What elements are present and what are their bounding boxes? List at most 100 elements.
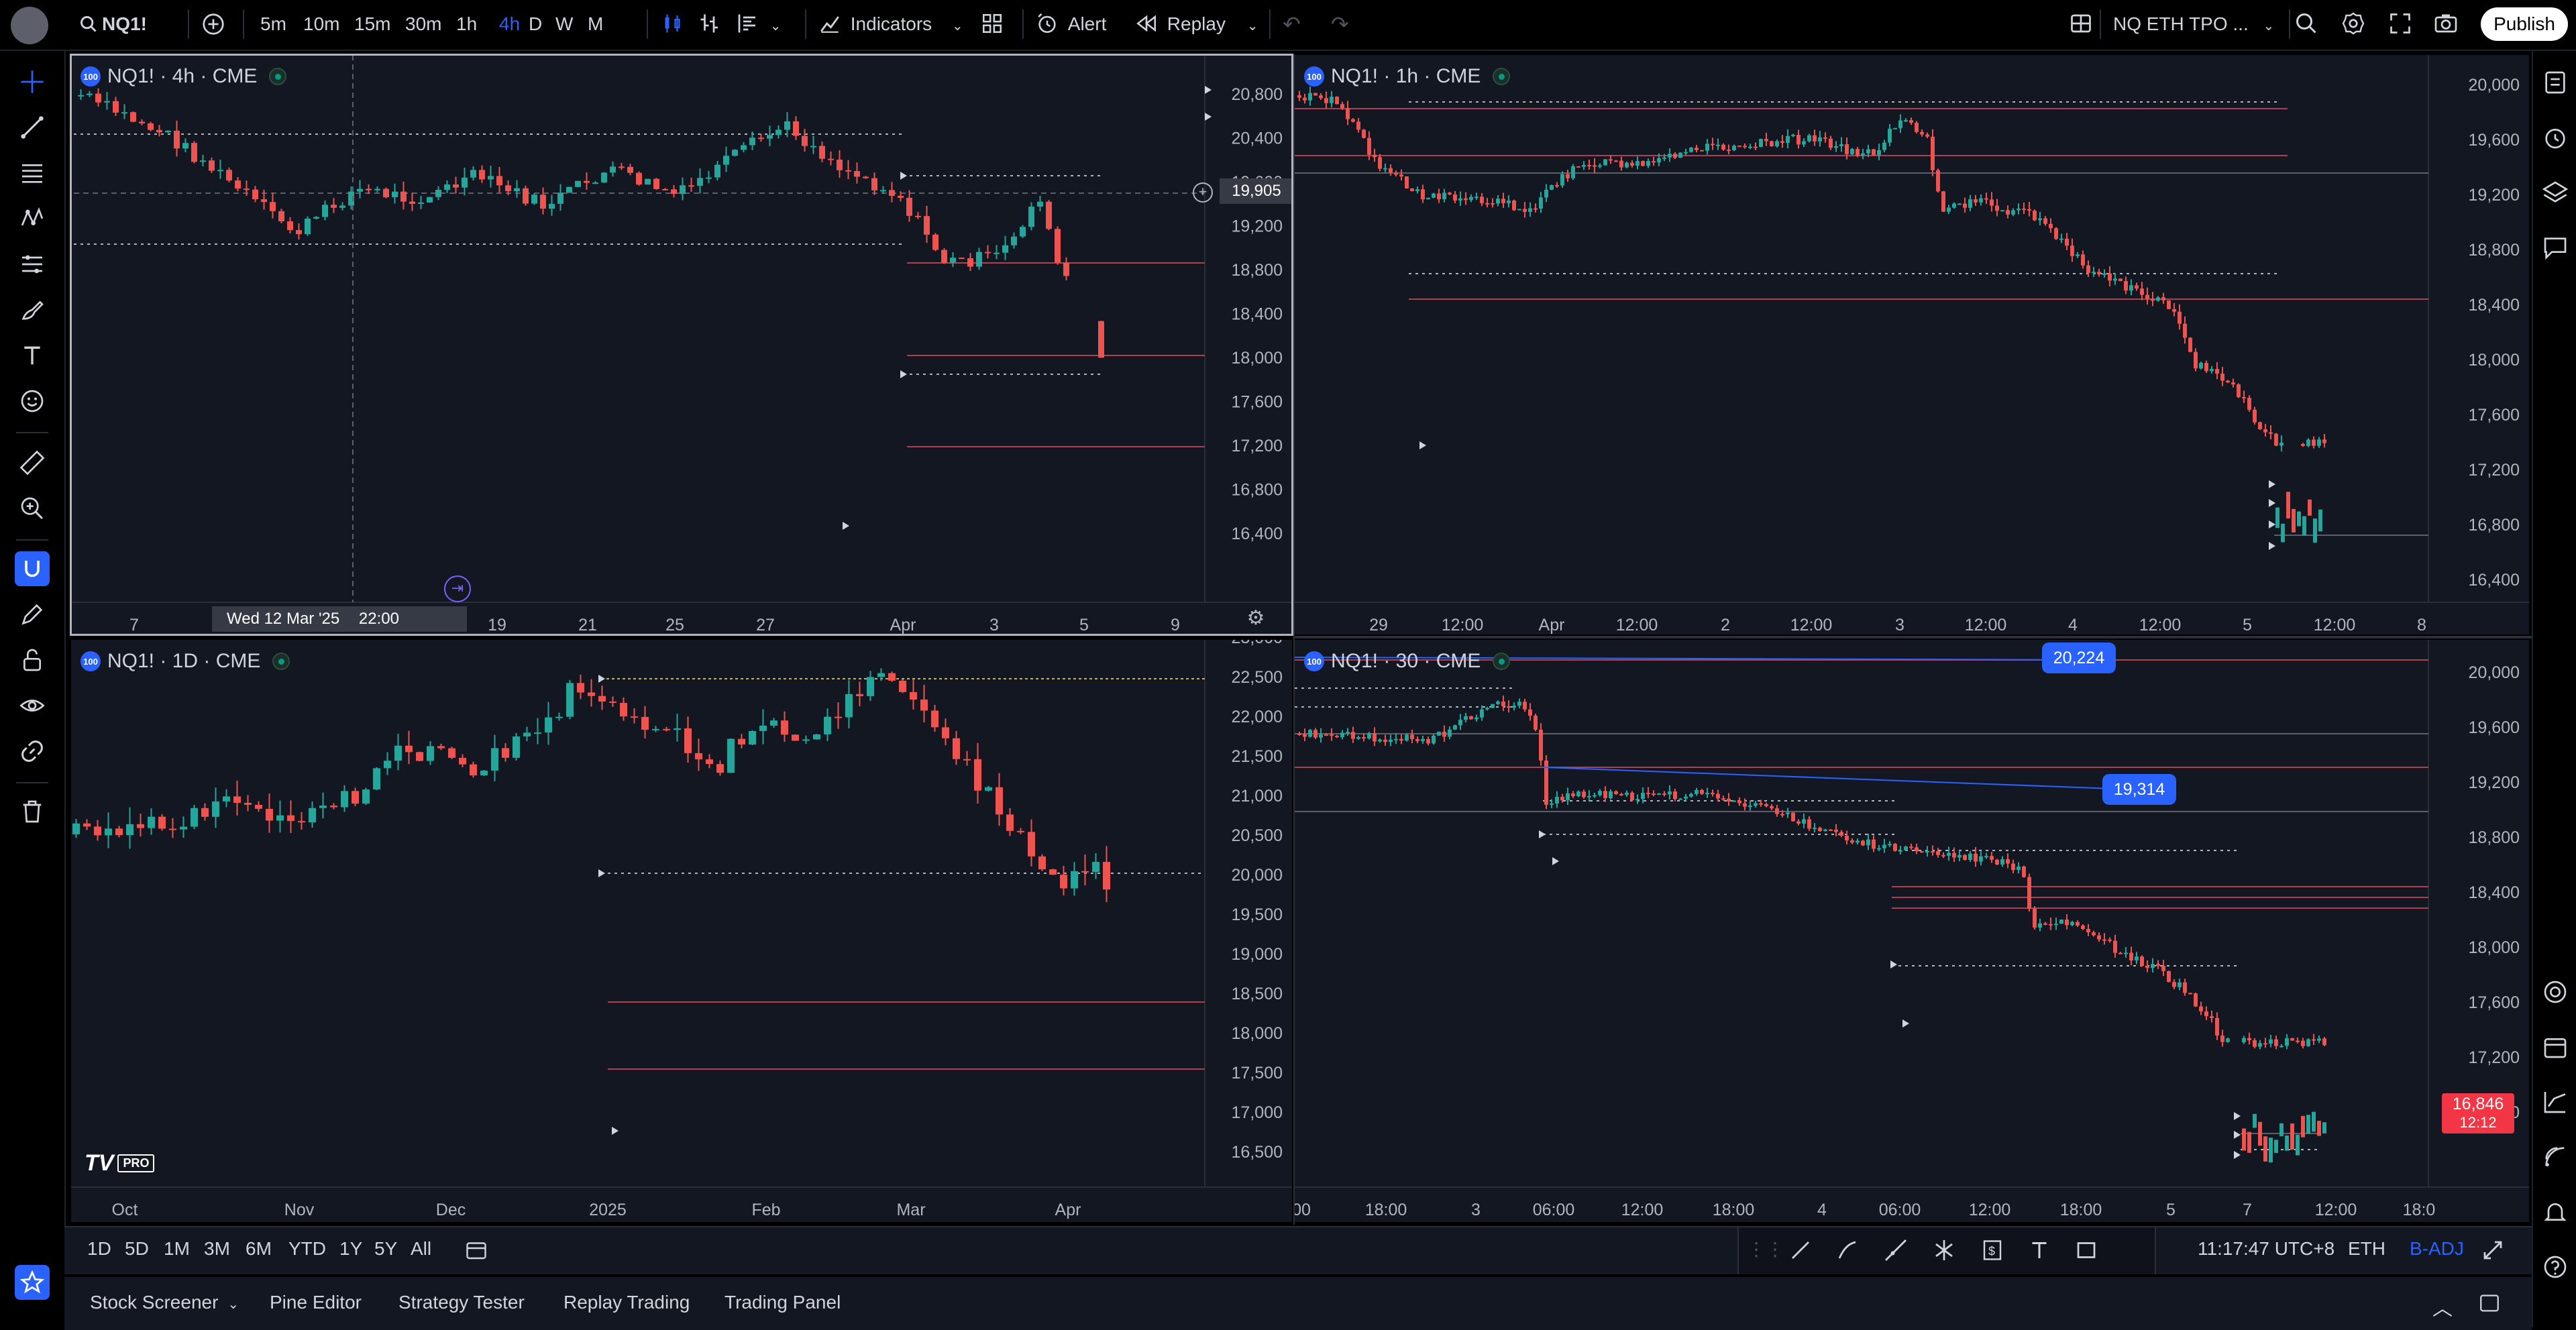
fullscreen-button[interactable]	[2388, 9, 2412, 39]
replay-button[interactable]: Replay ⌄	[1135, 9, 1258, 39]
link-drawings-button[interactable]	[15, 734, 50, 769]
chart-pane-30m[interactable]: 20,000 19,600 19,200 18,800 18,400 18,000 17,6…	[1295, 640, 2529, 1222]
timeframe-30m[interactable]: 30m	[405, 13, 442, 34]
lock-drawings-button[interactable]	[15, 643, 50, 677]
adjustment-toggle[interactable]: B-ADJ	[2410, 1238, 2464, 1259]
range-ytd[interactable]: YTD	[288, 1238, 326, 1259]
magnet-mode-button[interactable]	[15, 551, 50, 586]
price-chart-1d[interactable]: 23,000 22,500 22,000 21,500 21,000 20,500 20,0…	[71, 640, 1292, 1222]
timeframe-m[interactable]: M	[588, 13, 604, 34]
drawing-price-label[interactable]: 20,224	[2042, 643, 2116, 673]
quick-pitchfork[interactable]	[1932, 1238, 1956, 1267]
maximize-panel-button[interactable]	[2478, 1292, 2501, 1319]
remove-drawings-button[interactable]	[15, 794, 50, 829]
price-chart-1h[interactable]: 20,000 19,600 19,200 18,800 18,400 18,000 17,6…	[1295, 55, 2529, 634]
drawing-price-label[interactable]: 19,314	[2102, 774, 2176, 805]
quick-trend-line[interactable]	[1788, 1238, 1813, 1267]
user-avatar[interactable]	[11, 7, 48, 44]
templates-button[interactable]	[981, 9, 1004, 39]
timeframe-15m[interactable]: 15m	[354, 13, 391, 34]
ideas-button[interactable]	[2538, 1085, 2572, 1119]
settings-button[interactable]	[2341, 9, 2365, 39]
calendar-button[interactable]	[2538, 1030, 2572, 1064]
range-5d[interactable]: 5D	[125, 1238, 149, 1259]
hide-drawings-button[interactable]	[15, 688, 50, 723]
quick-toolbar-drag-handle[interactable]: ⋮⋮	[1747, 1239, 1784, 1260]
price-chart-30m[interactable]: 20,000 19,600 19,200 18,800 18,400 18,000 17,6…	[1295, 640, 2529, 1222]
collapse-panel-button[interactable]: ︿	[2432, 1298, 2453, 1320]
range-5y[interactable]: 5Y	[374, 1238, 398, 1259]
redo-button[interactable]: ↷	[1331, 12, 1349, 36]
compare-add-symbol-button[interactable]	[201, 9, 225, 39]
pane-legend[interactable]: 100 NQ1! · 1D · CME	[80, 648, 290, 675]
range-1y[interactable]: 1Y	[339, 1238, 363, 1259]
bar-chart-type-button[interactable]	[698, 9, 722, 39]
emoji-tool[interactable]	[15, 384, 50, 419]
session-toggle[interactable]: ETH	[2348, 1238, 2385, 1259]
text-tool[interactable]	[15, 338, 50, 373]
chats-button[interactable]	[2538, 231, 2572, 264]
quick-rectangle[interactable]	[2074, 1238, 2098, 1267]
range-all[interactable]: All	[411, 1238, 432, 1259]
trend-line-tool[interactable]	[15, 110, 50, 145]
range-1m[interactable]: 1M	[164, 1238, 190, 1259]
streams-button[interactable]	[2538, 1140, 2572, 1174]
price-chart-4h[interactable]: 20,80020,40019,60019,20018,80018,40018,0…	[71, 55, 1292, 634]
undo-button[interactable]: ↶	[1283, 12, 1301, 36]
watchlist-button[interactable]	[2538, 66, 2572, 99]
quick-ray[interactable]	[1835, 1238, 1860, 1267]
goto-date-button[interactable]	[464, 1238, 488, 1262]
pane-legend[interactable]: 100 NQ1! · 1h · CME	[1304, 63, 1511, 90]
clock[interactable]: 11:17:47 UTC+8	[2198, 1238, 2335, 1259]
forecast-tool[interactable]	[15, 247, 50, 282]
range-3m[interactable]: 3M	[204, 1238, 230, 1259]
crosshair-tool[interactable]	[15, 64, 50, 99]
candles-chart-type-button[interactable]	[660, 9, 684, 39]
symbol-search-button[interactable]: NQ1!	[79, 9, 147, 39]
tab-replay-trading[interactable]: Replay Trading	[564, 1292, 690, 1313]
tab-stock-screener[interactable]: Stock Screener ⌄	[90, 1292, 239, 1313]
publish-button[interactable]: Publish	[2481, 7, 2568, 41]
add-alert-plus-icon[interactable]: +	[1193, 182, 1213, 203]
timeframe-4h[interactable]: 4h	[499, 13, 521, 34]
favorites-button[interactable]	[15, 1265, 50, 1300]
range-6m[interactable]: 6M	[246, 1238, 272, 1259]
chart-pane-1d[interactable]: 23,000 22,500 22,000 21,500 21,000 20,500 20,0…	[71, 640, 1292, 1222]
tab-pine-editor[interactable]: Pine Editor	[270, 1292, 362, 1313]
tab-trading-panel[interactable]: Trading Panel	[724, 1292, 841, 1313]
pane-splitter-vertical[interactable]	[1293, 54, 1295, 1225]
axis-settings-gear-icon[interactable]: ⚙	[1246, 607, 1265, 629]
quick-price-range[interactable]: $	[1980, 1238, 2004, 1267]
indicators-button[interactable]: Indicators ⌄	[818, 9, 963, 39]
timeframe-10m[interactable]: 10m	[303, 13, 340, 34]
pane-splitter-horizontal[interactable]	[1295, 636, 2532, 639]
chart-pane-1h[interactable]: 20,000 19,600 19,200 18,800 18,400 18,000 17,6…	[1295, 55, 2529, 634]
tpo-chart-type-button[interactable]: ⌄	[735, 9, 782, 39]
object-tree-button[interactable]	[2538, 176, 2572, 209]
help-button[interactable]	[2538, 1250, 2572, 1284]
stay-in-drawing-mode-button[interactable]	[15, 597, 50, 632]
timeframe-5m[interactable]: 5m	[260, 13, 286, 34]
layout-name-button[interactable]: NQ ETH TPO ... ⌄	[2113, 9, 2274, 39]
timeframe-1h[interactable]: 1h	[456, 13, 478, 34]
pane-legend[interactable]: 100 NQ1! · 4h · CME	[80, 63, 287, 90]
quick-extended-line[interactable]	[1884, 1238, 1908, 1267]
layout-button[interactable]	[2069, 9, 2093, 39]
range-1d[interactable]: 1D	[87, 1238, 111, 1259]
chart-pane-4h[interactable]: 20,80020,40019,60019,20018,80018,40018,0…	[71, 55, 1292, 634]
tab-strategy-tester[interactable]: Strategy Tester	[398, 1292, 525, 1313]
zoom-tool[interactable]	[15, 491, 50, 526]
scroll-to-realtime-button[interactable]: ⇥	[444, 575, 471, 602]
quick-text[interactable]	[2027, 1238, 2051, 1267]
pane-legend[interactable]: 100 NQ1! · 30 · CME	[1304, 648, 1511, 675]
measure-tool[interactable]	[15, 445, 50, 480]
notifications-button[interactable]	[2538, 1195, 2572, 1229]
timeframe-d[interactable]: D	[529, 13, 543, 34]
timeframe-w[interactable]: W	[555, 13, 574, 34]
brush-tool[interactable]	[15, 292, 50, 327]
signals-button[interactable]	[2538, 975, 2572, 1009]
patterns-tool[interactable]	[15, 201, 50, 236]
fib-tool[interactable]	[15, 156, 50, 190]
maximize-pane-button[interactable]	[2481, 1238, 2505, 1267]
quick-search-button[interactable]	[2294, 9, 2318, 39]
